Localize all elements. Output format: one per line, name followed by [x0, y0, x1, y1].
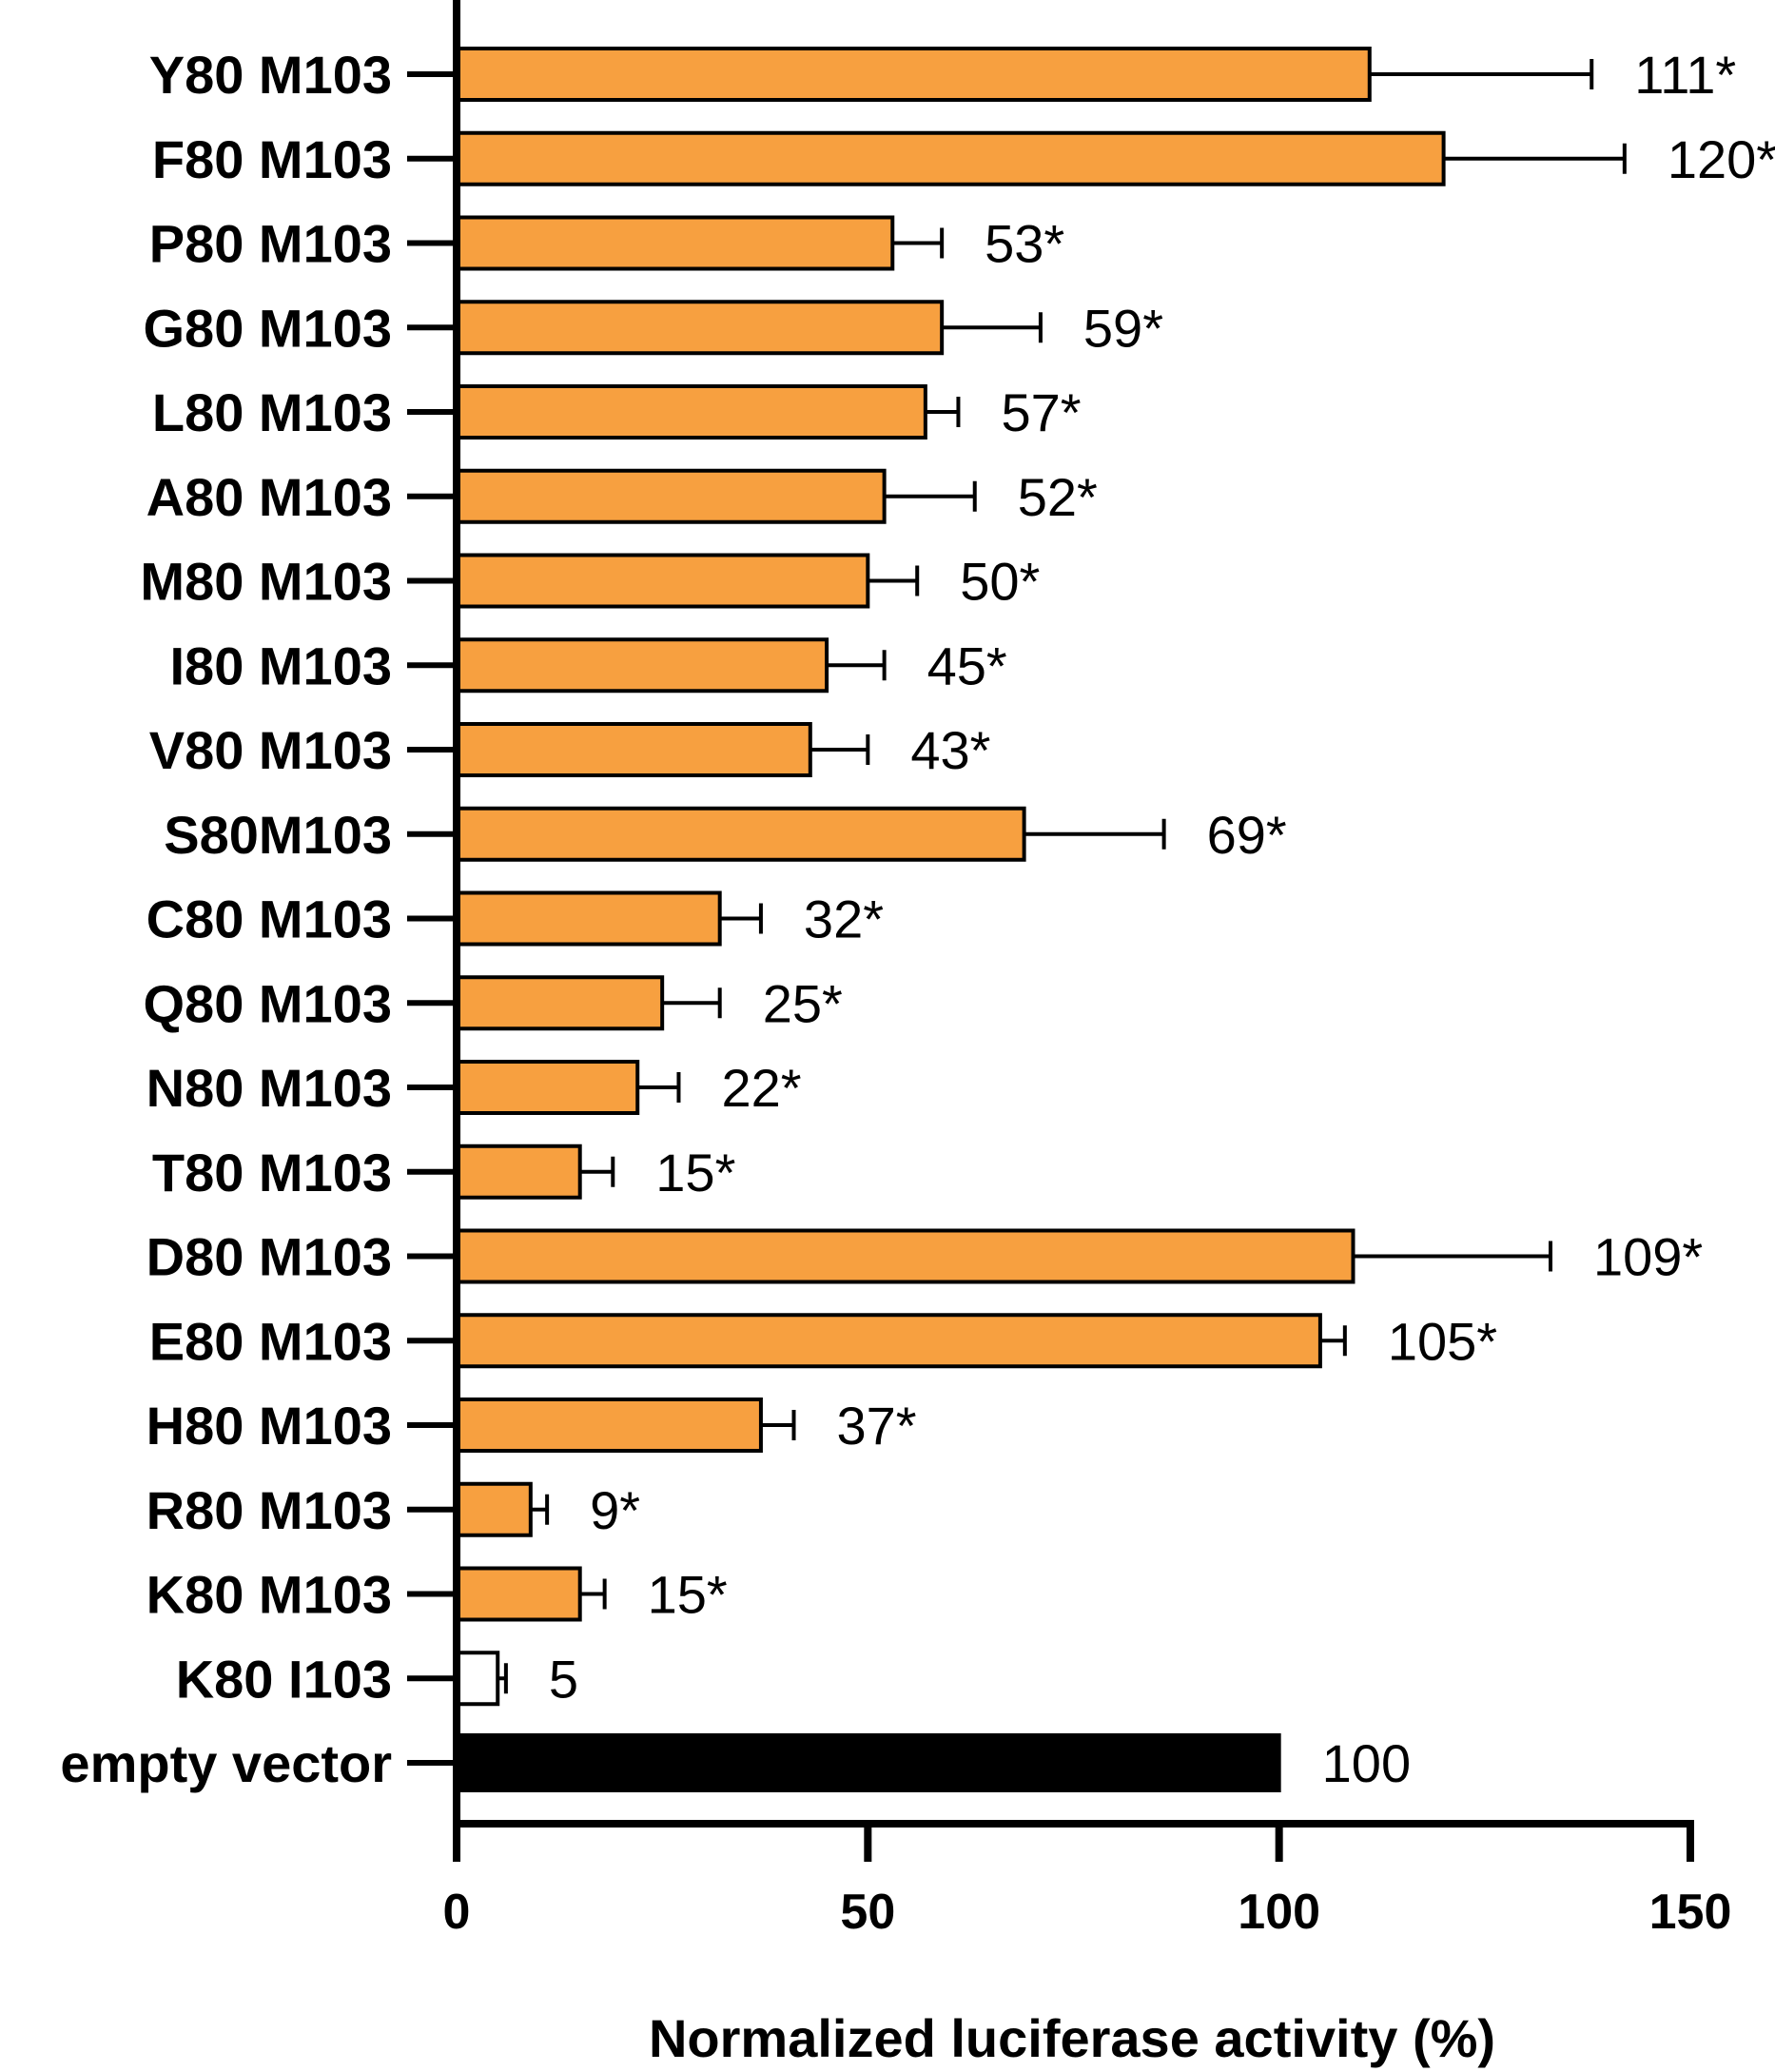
value-label-h80-m103: 37*	[837, 1396, 917, 1456]
value-label-v80-m103: 43*	[910, 720, 990, 780]
bar-a80-m103	[455, 468, 887, 524]
category-label-s80m103: S80M103	[164, 805, 392, 865]
x-ticks-layer: 0 50 100 150	[443, 1824, 1732, 1940]
category-label-n80-m103: N80 M103	[146, 1058, 392, 1118]
category-label-m80-m103: M80 M103	[140, 552, 392, 612]
category-label-k80-m103: K80 M103	[146, 1565, 392, 1625]
x-tick-label-100: 100	[1238, 1885, 1320, 1940]
category-label-h80-m103: H80 M103	[146, 1396, 392, 1456]
bar-h80-m103	[455, 1398, 763, 1453]
error-bar-c80-m103	[719, 903, 763, 934]
error-bar-p80-m103	[892, 227, 945, 259]
error-bar-s80m103	[1024, 818, 1166, 850]
value-label-r80-m103: 9*	[590, 1480, 640, 1540]
value-labels-layer: 111*120*53*59*57*52*50*45*43*69*32*25*22…	[549, 45, 1775, 1793]
category-label-empty-vector: empty vector	[60, 1733, 392, 1793]
category-label-a80-m103: A80 M103	[146, 467, 392, 527]
bar-k80-m103	[455, 1566, 582, 1622]
value-label-g80-m103: 59*	[1083, 298, 1163, 358]
error-bar-a80-m103	[884, 480, 977, 512]
category-label-r80-m103: R80 M103	[146, 1480, 392, 1540]
bar-empty-vector	[455, 1733, 1281, 1792]
bar-i80-m103	[455, 637, 829, 694]
bar-t80-m103	[455, 1144, 582, 1200]
value-label-d80-m103: 109*	[1593, 1227, 1703, 1287]
value-label-n80-m103: 22*	[721, 1058, 801, 1118]
bar-q80-m103	[455, 975, 665, 1031]
bar-v80-m103	[455, 722, 812, 777]
bar-e80-m103	[455, 1313, 1322, 1369]
error-bar-l80-m103	[925, 397, 961, 427]
bar-n80-m103	[455, 1060, 640, 1115]
category-label-v80-m103: V80 M103	[149, 720, 392, 780]
category-label-l80-m103: L80 M103	[152, 382, 392, 442]
error-bar-n80-m103	[637, 1072, 681, 1103]
axes-layer	[407, 0, 1694, 1862]
error-bar-i80-m103	[827, 650, 887, 681]
bar-m80-m103	[455, 553, 870, 609]
value-label-m80-m103: 50*	[960, 552, 1040, 612]
error-bar-v80-m103	[809, 734, 870, 765]
category-label-t80-m103: T80 M103	[152, 1143, 392, 1202]
bar-g80-m103	[455, 300, 945, 356]
error-bar-f80-m103	[1443, 143, 1627, 174]
error-bar-h80-m103	[760, 1410, 796, 1440]
value-label-c80-m103: 32*	[804, 889, 884, 949]
error-bar-e80-m103	[1319, 1325, 1347, 1357]
category-label-c80-m103: C80 M103	[146, 889, 392, 949]
value-label-q80-m103: 25*	[763, 973, 843, 1033]
value-label-t80-m103: 15*	[655, 1143, 735, 1202]
category-label-e80-m103: E80 M103	[149, 1311, 392, 1371]
x-tick-label-0: 0	[443, 1885, 471, 1940]
error-bar-k80-m103	[579, 1578, 607, 1610]
error-bar-r80-m103	[530, 1494, 550, 1525]
error-bar-m80-m103	[868, 565, 920, 596]
x-tick-label-150: 150	[1649, 1885, 1732, 1940]
x-tick-label-50: 50	[840, 1885, 895, 1940]
error-bar-d80-m103	[1353, 1241, 1553, 1272]
bar-f80-m103	[455, 130, 1446, 186]
bar-y80-m103	[455, 47, 1372, 102]
value-label-a80-m103: 52*	[1018, 467, 1098, 527]
value-label-k80-m103: 15*	[648, 1565, 728, 1625]
category-label-y80-m103: Y80 M103	[149, 45, 392, 105]
bar-k80-i103	[455, 1651, 500, 1707]
category-label-q80-m103: Q80 M103	[144, 973, 393, 1033]
bar-s80m103	[455, 806, 1026, 862]
category-labels-layer: Y80 M103 F80 M103 P80 M103 G80 M103 L80 M103…	[60, 45, 392, 1793]
bar-r80-m103	[455, 1481, 533, 1537]
bar-p80-m103	[455, 215, 895, 271]
bar-l80-m103	[455, 384, 927, 440]
category-label-f80-m103: F80 M103	[152, 129, 392, 189]
category-label-g80-m103: G80 M103	[144, 298, 393, 358]
value-label-i80-m103: 45*	[927, 635, 1007, 695]
category-label-d80-m103: D80 M103	[146, 1227, 392, 1287]
error-bar-q80-m103	[662, 987, 722, 1019]
bar-d80-m103	[455, 1228, 1356, 1284]
bar-c80-m103	[455, 890, 722, 947]
value-label-e80-m103: 105*	[1388, 1311, 1497, 1371]
value-label-empty-vector: 100	[1322, 1733, 1411, 1793]
error-bar-g80-m103	[942, 312, 1043, 343]
value-label-k80-i103: 5	[549, 1649, 578, 1709]
category-label-p80-m103: P80 M103	[149, 214, 392, 274]
value-label-f80-m103: 120*	[1668, 129, 1775, 189]
error-bar-y80-m103	[1369, 59, 1594, 89]
error-bars-layer	[497, 59, 1627, 1694]
value-label-l80-m103: 57*	[1001, 382, 1081, 442]
value-label-p80-m103: 53*	[985, 214, 1064, 274]
category-label-i80-m103: I80 M103	[170, 635, 393, 695]
x-axis-title: Normalized luciferase activity (%)	[649, 2008, 1495, 2068]
error-bar-k80-i103	[497, 1663, 508, 1694]
category-label-k80-i103: K80 I103	[176, 1649, 392, 1709]
value-label-s80m103: 69*	[1207, 805, 1287, 865]
bars-layer	[455, 47, 1446, 1792]
error-bar-t80-m103	[579, 1156, 615, 1187]
value-label-y80-m103: 111*	[1634, 45, 1736, 105]
